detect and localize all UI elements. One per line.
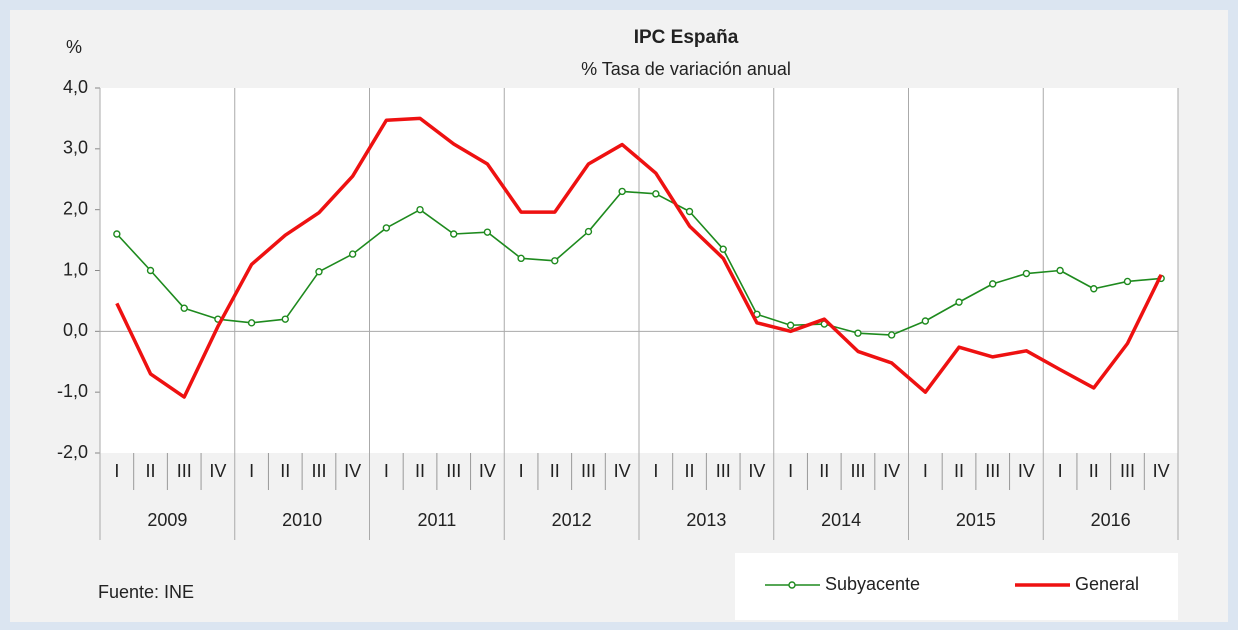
series-marker	[113, 230, 121, 238]
x-tick-label: II	[819, 461, 829, 481]
x-tick-label: III	[581, 461, 596, 481]
series-marker	[854, 329, 862, 337]
x-tick-label: II	[550, 461, 560, 481]
x-group-label: 2010	[282, 510, 322, 530]
series-marker	[618, 187, 626, 196]
series-marker	[989, 280, 997, 288]
x-tick-label: IV	[748, 461, 765, 481]
x-group-label: 2009	[147, 510, 187, 530]
series-marker	[955, 298, 963, 306]
series-marker	[315, 268, 323, 276]
y-tick-label: 0,0	[63, 320, 88, 340]
series-marker	[1123, 277, 1132, 286]
x-tick-label: III	[446, 461, 461, 481]
y-tick-label: 1,0	[63, 259, 88, 279]
x-tick-label: IV	[479, 461, 496, 481]
series-marker	[719, 245, 727, 253]
x-tick-label: I	[1058, 461, 1063, 481]
x-tick-label: II	[415, 461, 425, 481]
series-marker	[382, 224, 391, 232]
series-marker	[685, 207, 694, 216]
legend-label: Subyacente	[825, 574, 920, 594]
x-tick-label: I	[249, 461, 254, 481]
y-tick-label: 3,0	[63, 138, 88, 158]
series-marker	[584, 227, 593, 236]
series-marker	[652, 190, 660, 198]
series-marker	[1022, 269, 1031, 278]
y-tick-label: -1,0	[57, 381, 88, 401]
series-marker	[450, 230, 458, 238]
x-tick-label: II	[685, 461, 695, 481]
x-tick-label: III	[716, 461, 731, 481]
source: Fuente: INE	[98, 582, 194, 602]
series-marker	[281, 315, 289, 323]
x-tick-label: II	[280, 461, 290, 481]
series-marker	[786, 321, 795, 329]
legend	[735, 553, 1178, 620]
series-marker	[551, 257, 559, 265]
x-tick-label: II	[1089, 461, 1099, 481]
x-group-label: 2014	[821, 510, 861, 530]
x-group-label: 2015	[956, 510, 996, 530]
legend-marker	[788, 581, 796, 589]
x-tick-label: II	[954, 461, 964, 481]
x-tick-label: III	[985, 461, 1000, 481]
x-tick-label: IV	[344, 461, 361, 481]
y-axis-label: %	[66, 37, 82, 57]
series-marker	[1090, 285, 1098, 293]
x-group-label: 2013	[686, 510, 726, 530]
y-tick-label: 2,0	[63, 198, 88, 218]
series-marker	[483, 228, 492, 236]
chart-subtitle: % Tasa de variación anual	[581, 59, 791, 79]
x-tick-label: IV	[1153, 461, 1170, 481]
x-tick-label: IV	[883, 461, 900, 481]
x-tick-label: I	[653, 461, 658, 481]
series-marker	[247, 319, 256, 327]
x-tick-label: I	[923, 461, 928, 481]
legend-label: General	[1075, 574, 1139, 594]
x-tick-label: III	[311, 461, 326, 481]
series-line	[116, 190, 1162, 336]
x-tick-label: III	[1120, 461, 1135, 481]
x-tick-label: I	[114, 461, 119, 481]
x-tick-label: I	[788, 461, 793, 481]
series-line	[115, 116, 1163, 399]
x-tick-label: IV	[209, 461, 226, 481]
x-tick-label: III	[177, 461, 192, 481]
series-marker	[887, 331, 896, 339]
series-marker	[517, 254, 525, 263]
x-tick-label: III	[850, 461, 865, 481]
x-tick-label: IV	[614, 461, 631, 481]
x-group-label: 2016	[1091, 510, 1131, 530]
series-marker	[180, 304, 188, 312]
series-marker	[146, 266, 155, 275]
series-marker	[348, 250, 357, 258]
series-marker	[1056, 266, 1064, 275]
x-tick-label: I	[384, 461, 389, 481]
chart-title: IPC España	[634, 27, 739, 48]
series-marker	[921, 317, 930, 325]
x-tick-label: II	[146, 461, 156, 481]
y-tick-label: -2,0	[57, 442, 88, 462]
y-tick-label: 4,0	[63, 77, 88, 97]
x-tick-label: I	[519, 461, 524, 481]
series-marker	[416, 205, 424, 214]
x-group-label: 2012	[552, 510, 592, 530]
x-group-label: 2011	[418, 510, 457, 530]
x-tick-label: IV	[1018, 461, 1035, 481]
